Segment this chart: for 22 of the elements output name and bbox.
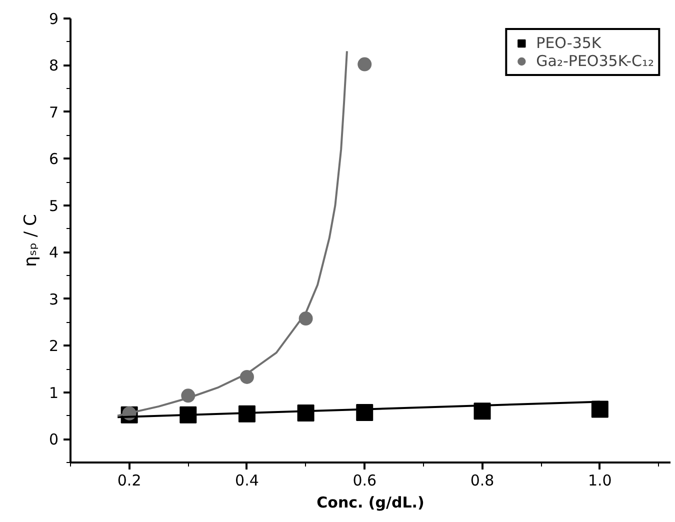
y-tick-label: 2 [48, 337, 59, 356]
y-tick-label: 1 [48, 384, 59, 402]
x-tick-label: 0.6 [352, 472, 377, 490]
y-tick-label: 5 [48, 196, 59, 215]
y-tick-label: 4 [48, 244, 59, 262]
y-tick-label: 0 [48, 430, 59, 449]
y-tick-label: 6 [48, 150, 59, 168]
x-tick-label: 0.4 [235, 472, 259, 490]
legend-label: PEO-35K [536, 34, 602, 52]
point [591, 400, 608, 418]
y-tick-label: 3 [48, 290, 59, 308]
x-tick-label: 1.0 [588, 472, 612, 490]
y-tick-label: 7 [48, 103, 59, 122]
legend-label: Ga₂-PEO35K-C₁₂ [536, 52, 654, 70]
line-series [116, 50, 348, 417]
x-axis-title: Conc. (g/dL.) [316, 494, 424, 512]
y-axis-title: ηₛₚ / C [20, 214, 41, 267]
x-tick-label: 0.2 [117, 472, 142, 490]
x-tick-label: 0.8 [470, 472, 494, 490]
y-tick-label: 9 [48, 10, 59, 28]
y-tick-label: 8 [48, 56, 59, 75]
point [358, 57, 372, 72]
